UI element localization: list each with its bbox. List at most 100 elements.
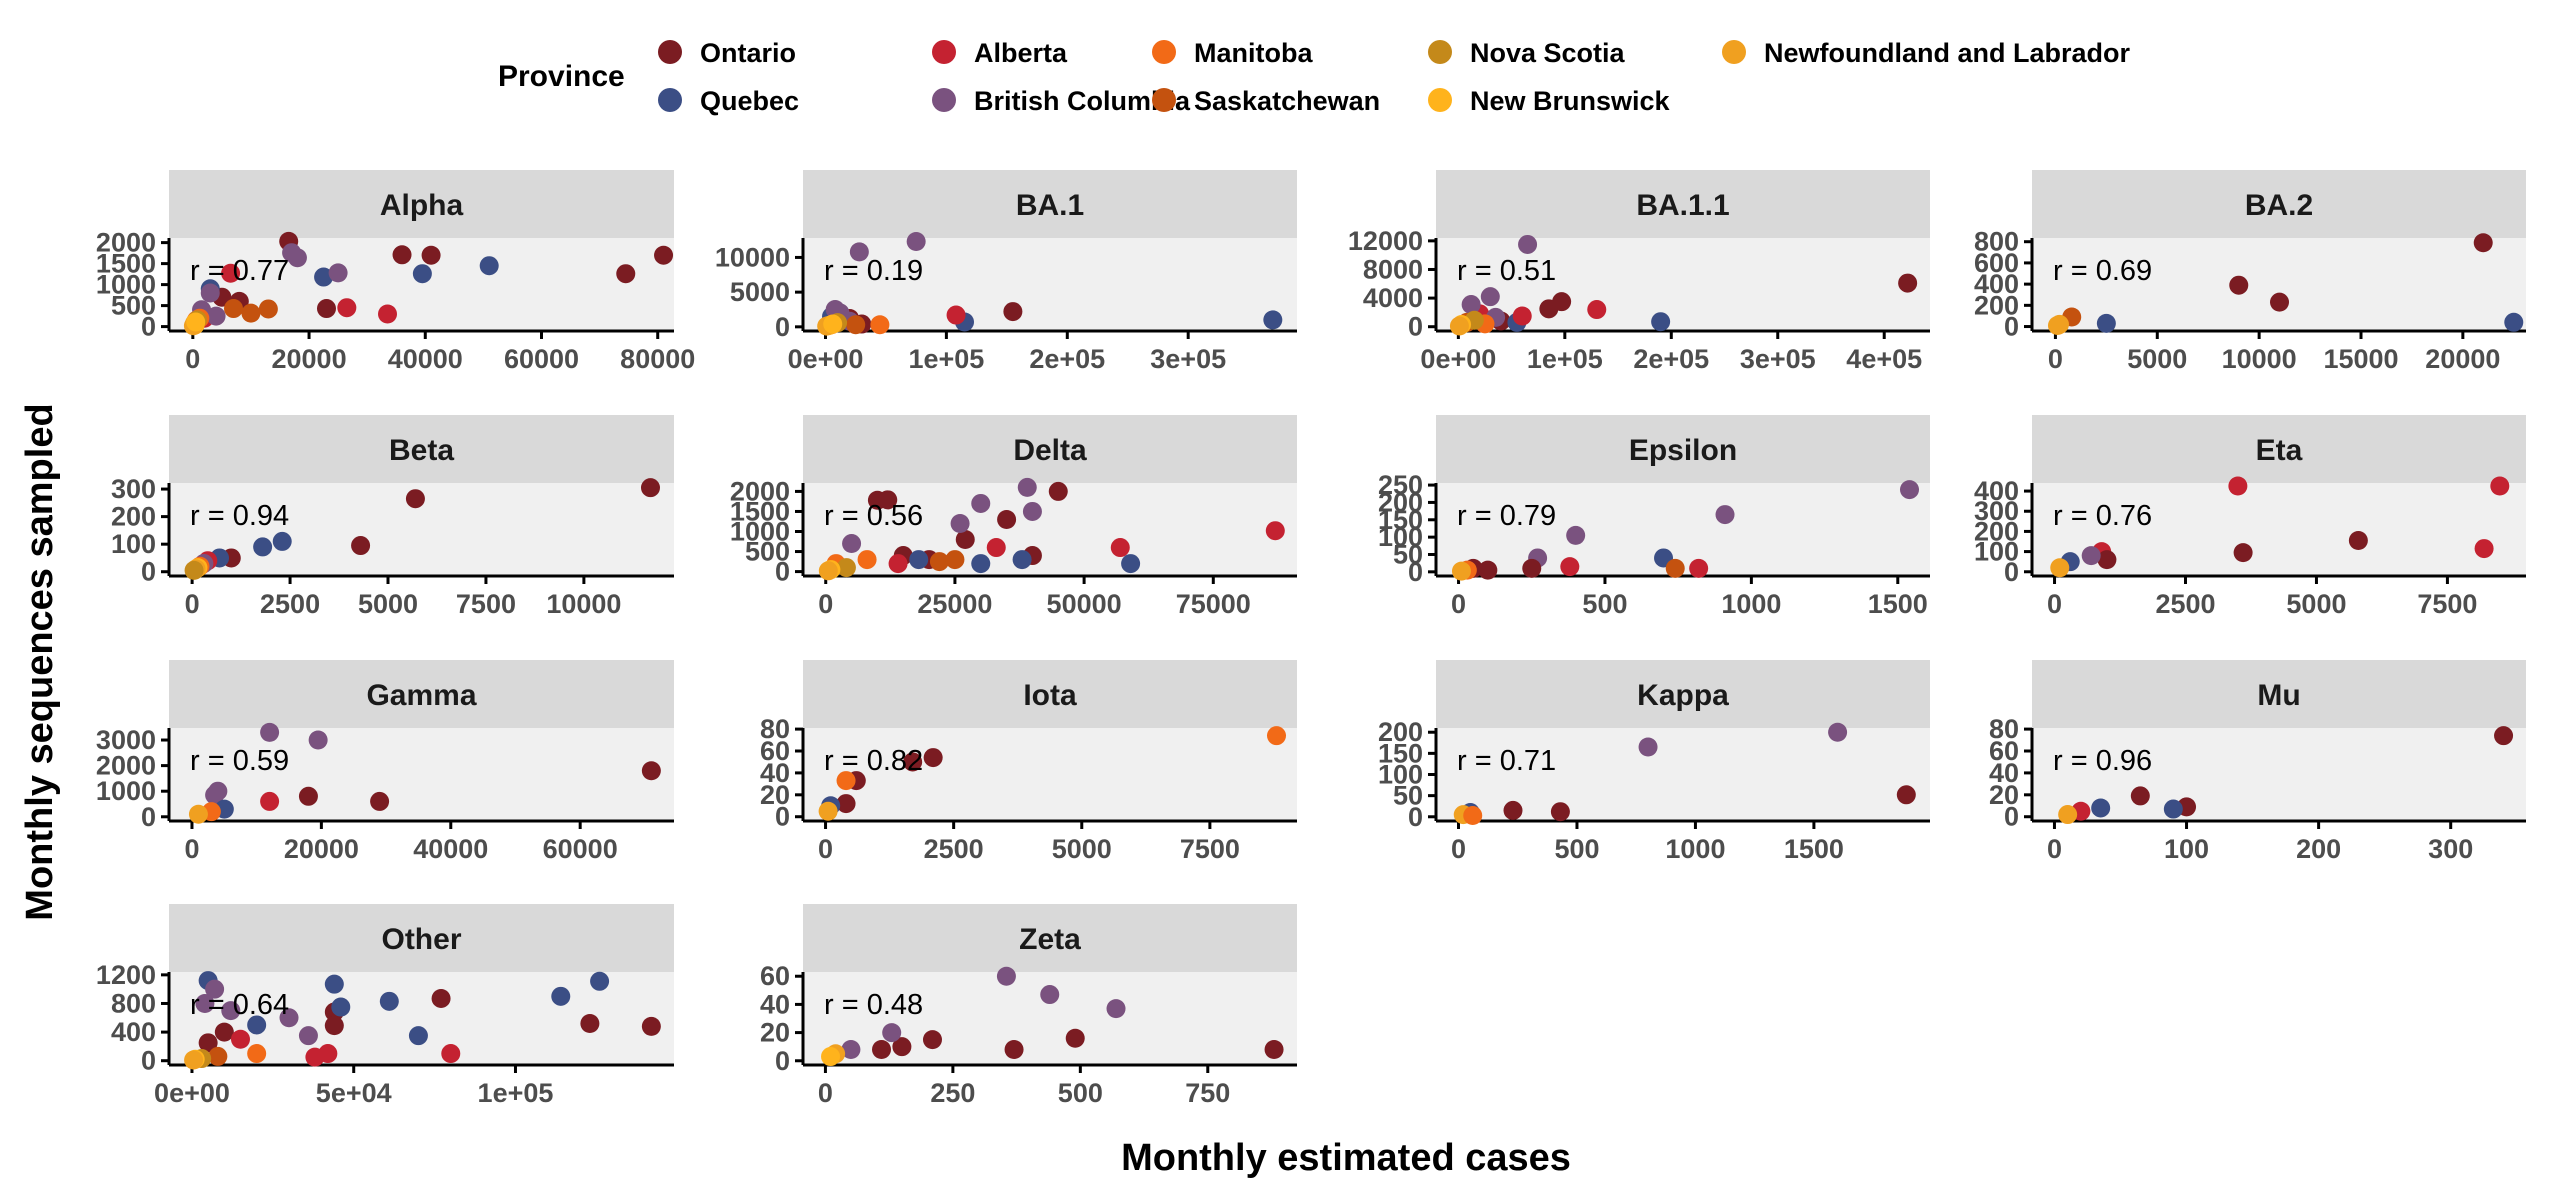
facet-strip xyxy=(169,904,674,972)
y-tick-label: 1000 xyxy=(730,517,790,547)
facet-title: BA.2 xyxy=(2245,189,2313,222)
data-point-newfoundland-and-labrador xyxy=(2058,805,2078,825)
data-point-alberta xyxy=(2474,539,2494,559)
y-tick-label: 8000 xyxy=(1363,254,1423,284)
x-tick-label: 2500 xyxy=(260,589,320,619)
data-point-new-brunswick xyxy=(821,1047,841,1067)
data-point-quebec xyxy=(324,974,344,994)
data-point-newfoundland-and-labrador xyxy=(1451,561,1471,581)
data-point-saskatchewan xyxy=(241,303,261,323)
facet-strip xyxy=(803,170,1297,238)
x-tick-label: 2500 xyxy=(924,834,984,864)
x-axis-title: Monthly estimated cases xyxy=(1121,1137,1571,1179)
data-point-newfoundland-and-labrador xyxy=(2050,558,2070,578)
data-point-ontario xyxy=(1539,299,1559,319)
data-point-ontario xyxy=(324,1016,344,1036)
data-point-ontario xyxy=(955,530,975,550)
facet-title: Eta xyxy=(2256,434,2303,467)
y-tick-label: 60 xyxy=(760,961,790,991)
x-tick-label: 40000 xyxy=(413,834,488,864)
x-tick-label: 0e+00 xyxy=(1420,344,1496,374)
facet-strip xyxy=(803,904,1297,972)
data-point-ontario xyxy=(1065,1028,1085,1048)
correlation-label: r = 0.77 xyxy=(190,255,289,287)
data-point-british-columbia xyxy=(842,534,862,554)
legend-label: Saskatchewan xyxy=(1194,86,1380,116)
y-tick-label: 50 xyxy=(1393,781,1423,811)
y-tick-label: 200 xyxy=(1378,487,1423,517)
x-tick-label: 20000 xyxy=(284,834,359,864)
data-point-british-columbia xyxy=(1715,505,1735,525)
correlation-label: r = 0.64 xyxy=(190,989,289,1021)
data-point-ontario xyxy=(2473,233,2493,253)
x-tick-label: 4e+05 xyxy=(1846,344,1922,374)
x-tick-label: 1e+05 xyxy=(1527,344,1603,374)
data-point-quebec xyxy=(1012,550,1032,570)
correlation-label: r = 0.79 xyxy=(1457,500,1556,532)
x-tick-label: 0 xyxy=(818,1078,833,1108)
y-tick-label: 0 xyxy=(141,802,156,832)
data-point-newfoundland-and-labrador xyxy=(2047,315,2067,335)
facet-title: Delta xyxy=(1013,434,1087,467)
x-tick-label: 5000 xyxy=(1052,834,1112,864)
data-point-ontario xyxy=(616,264,636,284)
data-point-manitoba xyxy=(857,550,877,570)
data-point-quebec xyxy=(2163,799,2183,819)
y-tick-label: 100 xyxy=(1378,522,1423,552)
y-tick-label: 500 xyxy=(745,537,790,567)
legend-key-manitoba xyxy=(1152,40,1176,64)
y-tick-label: 800 xyxy=(111,988,156,1018)
data-point-ontario xyxy=(641,761,661,781)
y-tick-label: 1000 xyxy=(96,270,156,300)
x-tick-label: 15000 xyxy=(2323,344,2398,374)
x-tick-label: 1000 xyxy=(1721,589,1781,619)
data-point-ontario xyxy=(1004,1040,1024,1059)
data-point-ontario xyxy=(892,1037,912,1057)
y-tick-label: 1500 xyxy=(96,249,156,279)
plot-area xyxy=(1436,483,1930,576)
facet-ba-1: BA.1 0 5000 10000 0e+00 1e+05 2e+05 3e+05 r = 0.… xyxy=(715,170,1297,374)
y-tick-label: 0 xyxy=(1408,312,1423,342)
data-point-ontario xyxy=(903,752,923,772)
x-tick-label: 0 xyxy=(184,834,199,864)
y-tick-label: 300 xyxy=(111,474,156,504)
x-tick-label: 0 xyxy=(185,344,200,374)
data-point-alberta xyxy=(1512,306,1532,326)
x-tick-label: 1e+05 xyxy=(908,344,984,374)
data-point-ontario xyxy=(997,509,1017,529)
data-point-quebec xyxy=(314,267,334,287)
x-tick-label: 1e+05 xyxy=(478,1078,554,1108)
legend-key-alberta xyxy=(932,40,956,64)
x-tick-label: 50000 xyxy=(1047,589,1122,619)
y-tick-label: 100 xyxy=(1974,537,2019,567)
x-tick-label: 500 xyxy=(1582,589,1627,619)
data-point-newfoundland-and-labrador xyxy=(1449,316,1469,336)
y-tick-label: 150 xyxy=(1378,505,1423,535)
data-point-british-columbia xyxy=(260,722,280,742)
data-point-british-columbia xyxy=(1022,501,1042,521)
data-point-nova-scotia xyxy=(184,560,204,580)
y-tick-label: 12000 xyxy=(1348,226,1423,256)
y-tick-label: 400 xyxy=(1974,476,2019,506)
data-point-alberta xyxy=(441,1044,461,1064)
data-point-british-columbia xyxy=(996,966,1016,986)
data-point-quebec xyxy=(1121,554,1141,574)
y-tick-label: 0 xyxy=(1408,802,1423,832)
data-point-ontario xyxy=(2233,543,2253,563)
data-point-british-columbia xyxy=(2081,546,2101,566)
data-point-british-columbia xyxy=(279,1008,299,1028)
y-tick-label: 80 xyxy=(760,714,790,744)
data-point-british-columbia xyxy=(1017,477,1037,497)
x-tick-label: 60000 xyxy=(543,834,618,864)
y-tick-label: 10000 xyxy=(715,242,790,272)
data-point-alberta xyxy=(2490,476,2510,496)
correlation-label: r = 0.69 xyxy=(2053,255,2152,287)
x-tick-label: 80000 xyxy=(620,344,695,374)
